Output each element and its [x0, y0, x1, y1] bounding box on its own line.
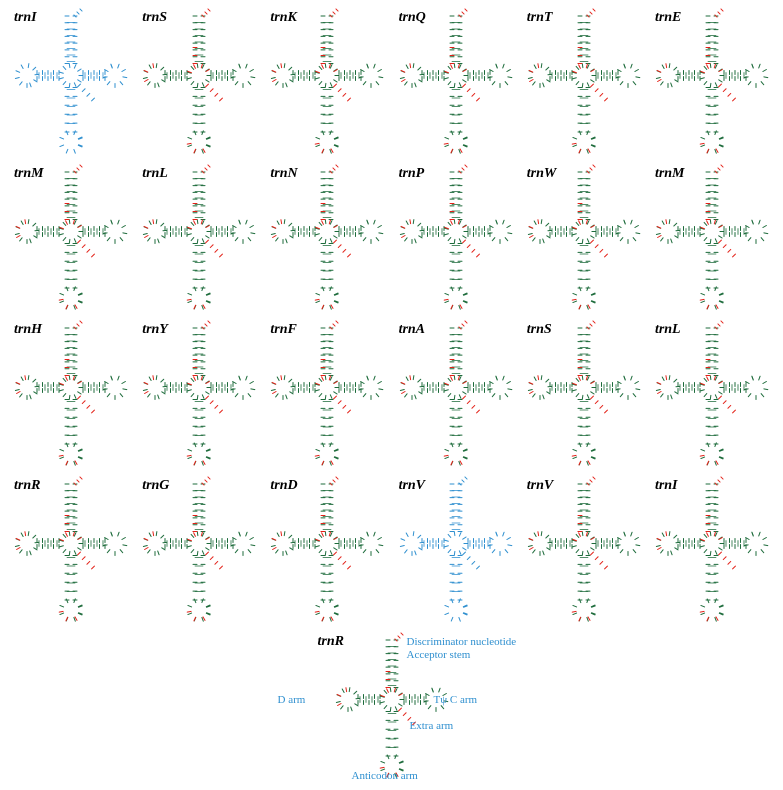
- trna-figure-grid: trnI trnS trnK trnQ trnT trnE trnM trnL …: [8, 8, 775, 782]
- trna-label: trnS: [527, 322, 552, 338]
- trna-structure-icon: [521, 320, 647, 470]
- trna-label: trnR: [14, 478, 40, 494]
- trna-cell-13: trnH: [8, 320, 134, 470]
- trna-cell-15: trnF: [264, 320, 390, 470]
- trna-cell-22: trnV: [393, 476, 519, 626]
- trna-structure-icon: [649, 164, 775, 314]
- trna-label: trnV: [527, 478, 553, 494]
- trna-structure-icon: [136, 164, 262, 314]
- trna-structure-icon: [521, 164, 647, 314]
- trna-label: trnN: [270, 166, 297, 182]
- trna-structure-icon: [8, 8, 134, 158]
- trna-label: trnA: [399, 322, 425, 338]
- trna-cell-1: trnI: [8, 8, 134, 158]
- row-4: trnR trnG trnD trnV trnV trnI: [8, 476, 775, 626]
- trna-cell-14: trnY: [136, 320, 262, 470]
- trna-structure-icon: [136, 320, 262, 470]
- annotation-t-arm: Tψ C arm: [434, 694, 478, 706]
- annotation-d-arm: D arm: [278, 694, 306, 706]
- trna-cell-10: trnP: [393, 164, 519, 314]
- trna-label: trnS: [142, 10, 167, 26]
- trna-structure-icon: [136, 8, 262, 158]
- trna-structure-icon: [521, 8, 647, 158]
- trna-structure-icon: [136, 476, 262, 626]
- trna-cell-23: trnV: [521, 476, 647, 626]
- trna-structure-icon: [393, 164, 519, 314]
- trna-structure-icon: [8, 476, 134, 626]
- trna-label: trnL: [655, 322, 681, 338]
- trna-cell-5: trnT: [521, 8, 647, 158]
- trna-structure-icon: [649, 320, 775, 470]
- trna-structure-icon: [264, 8, 390, 158]
- trna-structure-icon: [8, 320, 134, 470]
- trna-label: trnI: [14, 10, 37, 26]
- trna-label: trnL: [142, 166, 168, 182]
- trna-label: trnP: [399, 166, 425, 182]
- trna-label: trnY: [142, 322, 168, 338]
- trna-cell-17: trnS: [521, 320, 647, 470]
- trna-cell-19: trnR: [8, 476, 134, 626]
- trna-label: trnH: [14, 322, 42, 338]
- trna-label: trnM: [655, 166, 685, 182]
- trna-structure-icon: [264, 476, 390, 626]
- trna-cell-6: trnE: [649, 8, 775, 158]
- trna-cell-7: trnM: [8, 164, 134, 314]
- trna-structure-icon: [8, 164, 134, 314]
- trna-cell-2: trnS: [136, 8, 262, 158]
- trna-cell-9: trnN: [264, 164, 390, 314]
- row-2: trnM trnL trnN trnP trnW trnM: [8, 164, 775, 314]
- annotation-discriminator: Discriminator nucleotide: [407, 636, 517, 648]
- trna-cell-20: trnG: [136, 476, 262, 626]
- trna-cell-18: trnL: [649, 320, 775, 470]
- trna-structure-icon: [252, 632, 532, 782]
- row-1: trnI trnS trnK trnQ trnT trnE: [8, 8, 775, 158]
- trna-label: trnR: [318, 634, 344, 650]
- annotation-extra: Extra arm: [410, 720, 454, 732]
- trna-structure-icon: [393, 8, 519, 158]
- trna-label: trnD: [270, 478, 297, 494]
- row-3: trnH trnY trnF trnA trnS trnL: [8, 320, 775, 470]
- trna-structure-icon: [649, 8, 775, 158]
- trna-label: trnK: [270, 10, 296, 26]
- trna-label: trnV: [399, 478, 425, 494]
- trna-structure-icon: [521, 476, 647, 626]
- trna-cell-16: trnA: [393, 320, 519, 470]
- trna-cell-21: trnD: [264, 476, 390, 626]
- trna-cell-12: trnM: [649, 164, 775, 314]
- trna-cell-11: trnW: [521, 164, 647, 314]
- annotation-acceptor: Acceptor stem: [407, 649, 471, 661]
- trna-label: trnG: [142, 478, 169, 494]
- trna-label: trnF: [270, 322, 296, 338]
- trna-label: trnW: [527, 166, 557, 182]
- trna-label: trnE: [655, 10, 681, 26]
- trna-label: trnQ: [399, 10, 426, 26]
- trna-structure-icon: [264, 164, 390, 314]
- trna-label: trnM: [14, 166, 44, 182]
- trna-structure-icon: [649, 476, 775, 626]
- row-5: trnR Discriminator nucleotide Acceptor s…: [8, 632, 775, 782]
- trna-structure-icon: [393, 320, 519, 470]
- trna-cell-8: trnL: [136, 164, 262, 314]
- annotation-anticodon: Anticodon arm: [352, 770, 418, 782]
- trna-label: trnI: [655, 478, 678, 494]
- trna-label: trnT: [527, 10, 553, 26]
- trna-cell-25-annotated: trnR Discriminator nucleotide Acceptor s…: [252, 632, 532, 782]
- trna-structure-icon: [393, 476, 519, 626]
- trna-cell-3: trnK: [264, 8, 390, 158]
- trna-cell-24: trnI: [649, 476, 775, 626]
- trna-cell-4: trnQ: [393, 8, 519, 158]
- trna-structure-icon: [264, 320, 390, 470]
